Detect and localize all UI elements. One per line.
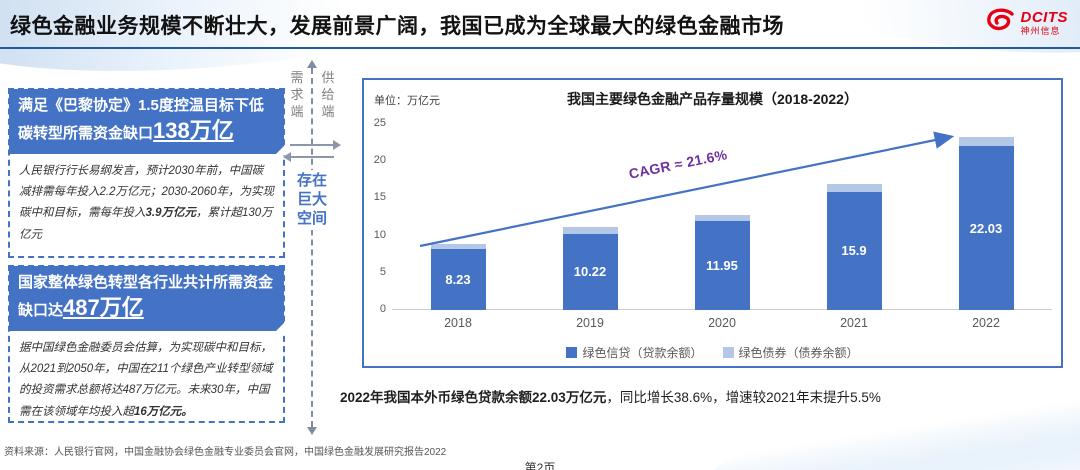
company-logo: DCITS 神州信息 — [983, 7, 1069, 38]
bar-segment-green-credit: 22.03 — [958, 146, 1014, 310]
card-body-bold: 16万亿元。 — [134, 405, 193, 418]
demand-side-label: 需求端 — [290, 70, 304, 119]
card-headline-highlight: 138万亿 — [153, 118, 234, 144]
chart-panel: 单位：万亿元 我国主要绿色金融产品存量规模（2018-2022） 0 5 10 15 2… — [362, 78, 1063, 368]
card-body-text: ，累计超130万亿元 — [19, 207, 273, 241]
arrow-right-icon — [290, 140, 341, 150]
y-axis: 0 5 10 15 20 25 — [366, 117, 388, 315]
bar-group-2019: 10.22 — [524, 124, 656, 310]
bar-group-2021: 15.9 — [788, 124, 920, 310]
bar-segment-green-credit: 8.23 — [430, 248, 486, 310]
x-tick-label: 2018 — [444, 316, 472, 330]
arrow-left-icon — [283, 152, 334, 162]
supply-demand-divider: 需求端 供给端 存在巨大空间 — [283, 60, 341, 435]
arrow-up-icon — [307, 60, 317, 68]
bar-stack: 22.03 — [958, 137, 1014, 310]
card-fold-corner — [275, 321, 285, 332]
bar-value-label: 8.23 — [445, 271, 471, 287]
bar-stack: 15.9 — [826, 184, 882, 310]
page-title: 绿色金融业务规模不断壮大，发展前景广阔，我国已成为全球最大的绿色金融市场 — [10, 15, 784, 38]
logo-swirl-icon — [983, 7, 1017, 38]
demand-card-national-transition: 国家整体绿色转型各行业共计所需资金缺口达487万亿 据中国绿色金融委员会估算，为… — [8, 265, 285, 423]
legend-swatch — [722, 347, 734, 358]
bar-stack: 10.22 — [562, 227, 618, 310]
vertical-dashed-line — [311, 68, 313, 427]
x-axis: 2018 2019 2020 2021 2022 — [392, 316, 1052, 330]
bar-value-label: 10.22 — [573, 264, 607, 280]
chart-unit-label: 单位：万亿元 — [374, 95, 440, 107]
x-tick-label: 2019 — [576, 316, 604, 330]
card-body-text: 据中国绿色金融委员会估算，为实现碳中和目标，从2021到2050年，中国在211… — [19, 341, 273, 418]
card-headline-text: 国家整体绿色转型各行业共计所需资金缺口达 — [18, 274, 274, 320]
chart-title: 我国主要绿色金融产品存量规模（2018-2022） — [567, 91, 858, 107]
page-number: 第2页 — [524, 461, 556, 470]
y-tick-label: 0 — [379, 303, 386, 315]
card-headline: 满足《巴黎协定》1.5度控温目标下低碳转型所需资金缺口138万亿 — [9, 89, 285, 155]
legend-item: 绿色信贷（贷款余额） — [566, 344, 703, 361]
y-tick-label: 5 — [379, 265, 386, 278]
y-tick-label: 20 — [373, 154, 386, 167]
demand-card-paris-agreement: 满足《巴黎协定》1.5度控温目标下低碳转型所需资金缺口138万亿 人民银行行长易… — [8, 88, 285, 258]
bar-segment-green-credit: 15.9 — [826, 191, 882, 310]
bar-stack: 11.95 — [694, 215, 750, 310]
y-tick-label: 10 — [373, 228, 386, 241]
legend-label: 绿色债券（债券余额） — [738, 346, 859, 360]
chart-legend: 绿色信贷（贷款余额） 绿色债券（债券余额） — [364, 344, 1061, 361]
x-tick-label: 2021 — [840, 316, 868, 330]
logo-subtitle-text: 神州信息 — [1020, 25, 1061, 36]
legend-item: 绿色债券（债券余额） — [722, 344, 859, 361]
legend-label: 绿色信贷（贷款余额） — [582, 346, 703, 360]
card-body-text: 人民银行行长易纲发言，预计2030年前，中国碳减排需每年投入2.2万亿元；203… — [19, 164, 274, 220]
logo-brand-text: DCITS — [1020, 8, 1068, 26]
card-fold-corner — [275, 144, 285, 155]
bar-segment-green-bond — [958, 137, 1014, 147]
y-tick-label: 15 — [373, 191, 386, 204]
bar-segment-green-bond — [562, 227, 618, 234]
source-note: 资料来源：人民银行官网，中国金融协会绿色金融专业委员会官网，中国绿色金融发展研究… — [4, 447, 447, 458]
chart-caption: 2022年我国本外币绿色贷款余额22.03万亿元，同比增长38.6%，增速较20… — [340, 386, 881, 406]
bar-segment-green-credit: 10.22 — [562, 233, 618, 310]
bar-value-label: 11.95 — [706, 258, 738, 274]
x-tick-label: 2022 — [972, 316, 1000, 330]
bar-group-2018: 8.23 — [392, 124, 524, 310]
arrow-down-icon — [307, 427, 317, 435]
caption-rest-text: ，同比增长38.6%，增速较2021年末提升5.5% — [606, 390, 881, 405]
gap-label: 存在巨大空间 — [295, 170, 329, 231]
card-body-bold: 3.9万亿元 — [145, 207, 197, 220]
supply-side-label: 供给端 — [321, 70, 335, 119]
x-tick-label: 2020 — [708, 316, 736, 330]
legend-swatch — [566, 347, 578, 358]
card-body: 人民银行行长易纲发言，预计2030年前，中国碳减排需每年投入2.2万亿元；203… — [10, 153, 283, 254]
card-headline-text: 满足《巴黎协定》1.5度控温目标下低碳转型所需资金缺口 — [18, 97, 264, 143]
caption-bold-text: 2022年我国本外币绿色贷款余额22.03万亿元 — [340, 390, 607, 405]
bar-segment-green-bond — [826, 184, 882, 192]
bar-stack: 8.23 — [430, 244, 486, 310]
bar-value-label: 22.03 — [969, 220, 1003, 236]
card-body: 据中国绿色金融委员会估算，为实现碳中和目标，从2021到2050年，中国在211… — [10, 330, 283, 431]
card-headline-highlight: 487万亿 — [63, 295, 144, 321]
bar-value-label: 15.9 — [841, 243, 867, 259]
bar-group-2022: 22.03 — [920, 124, 1052, 310]
y-tick-label: 25 — [373, 117, 386, 129]
card-headline: 国家整体绿色转型各行业共计所需资金缺口达487万亿 — [9, 266, 285, 332]
bar-segment-green-credit: 11.95 — [694, 221, 750, 310]
title-underline — [0, 47, 1080, 49]
